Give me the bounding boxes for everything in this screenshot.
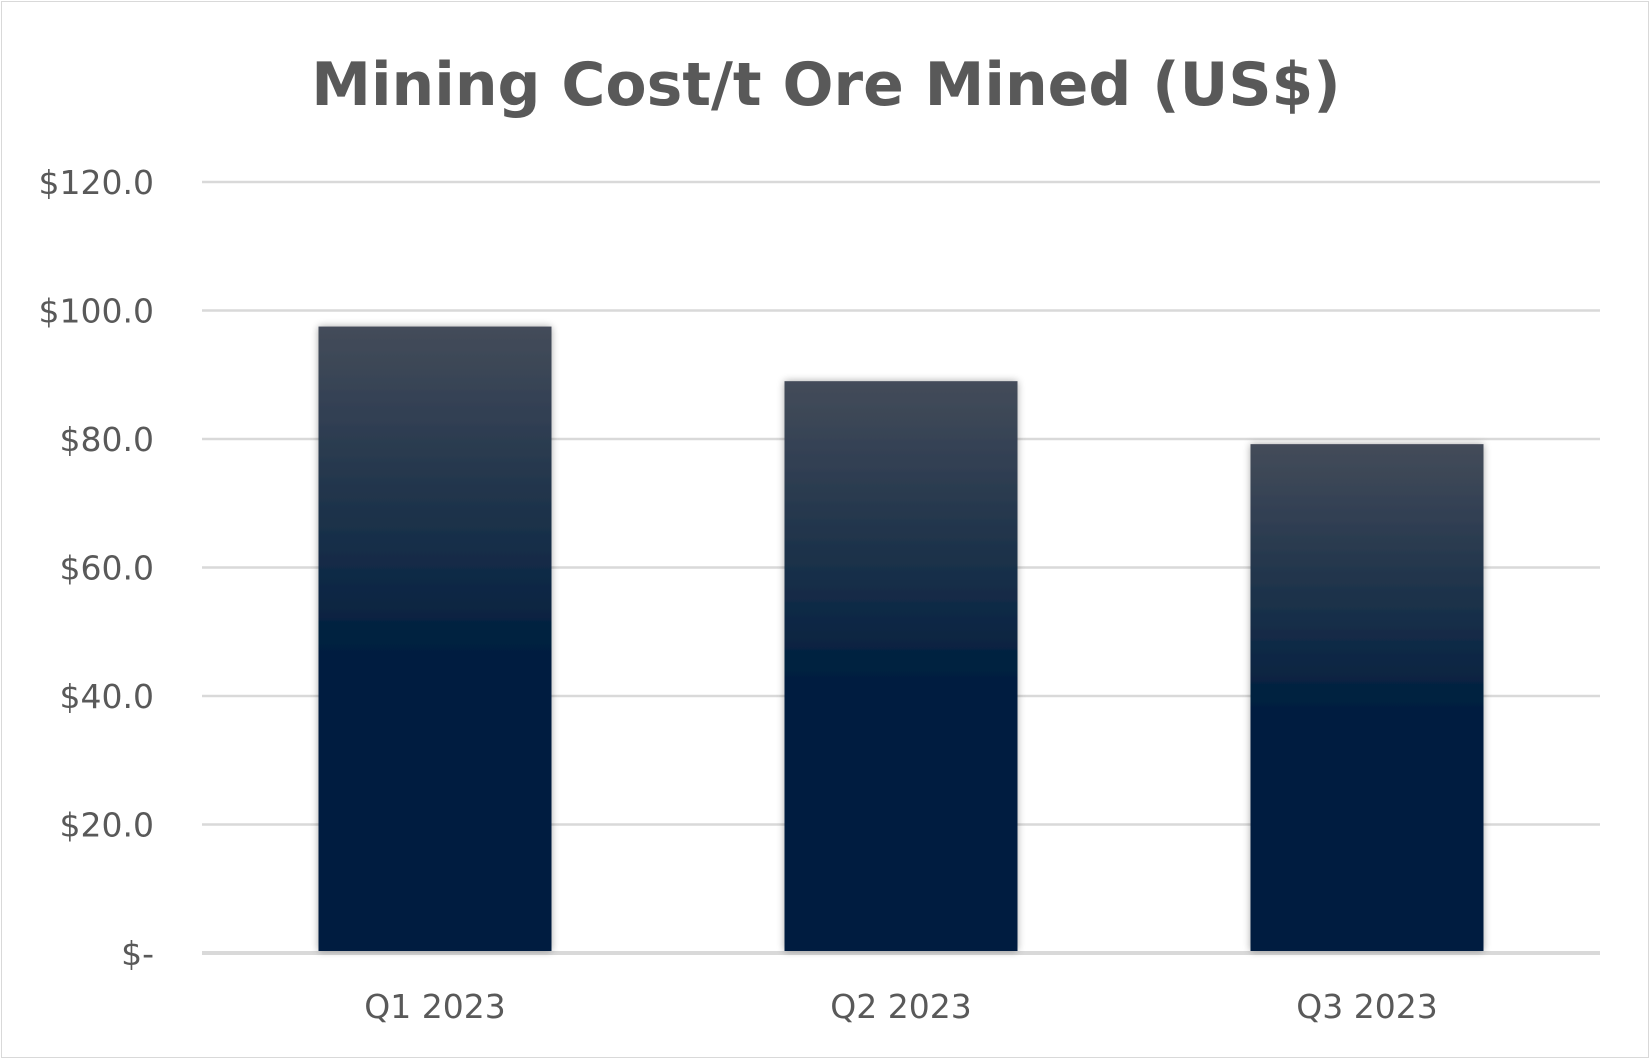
y-tick-label: $100.0 [39,292,154,331]
bar [318,326,552,951]
x-tick-label: Q2 2023 [830,987,971,1026]
y-tick-label: $80.0 [60,420,154,459]
x-tick-label: Q1 2023 [364,987,505,1026]
bars [318,326,1484,951]
bar [1250,444,1484,951]
chart-title: Mining Cost/t Ore Mined (US$) [311,50,1340,120]
y-tick-label: $60.0 [60,549,154,588]
y-tick-label: $40.0 [60,677,154,716]
y-tick-label: $20.0 [60,806,154,845]
x-tick-label: Q3 2023 [1296,987,1437,1026]
x-axis-ticks: Q1 2023 Q2 2023 Q3 2023 [364,987,1437,1026]
bar [784,381,1018,951]
y-axis-ticks: $- $20.0 $40.0 $60.0 $80.0 $100.0 $120.0 [39,163,154,973]
y-tick-label: $120.0 [39,163,154,202]
y-tick-label: $- [121,934,154,973]
